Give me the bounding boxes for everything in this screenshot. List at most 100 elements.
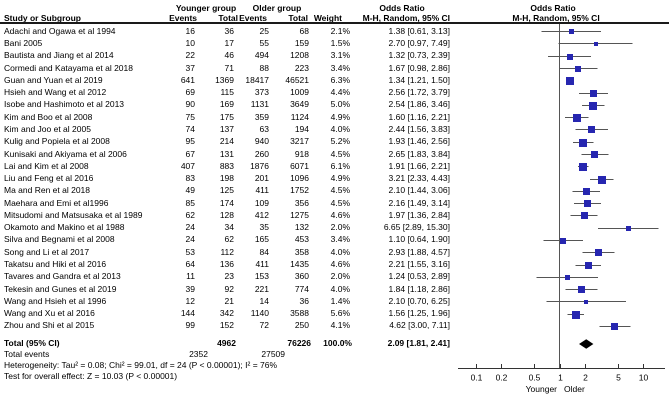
events-older-cell: 55 (259, 38, 269, 48)
or-ci-cell: 1.34 [1.21, 1.50] (388, 75, 450, 85)
events-older-cell: 63 (259, 124, 269, 134)
effect-square (595, 249, 602, 256)
total-younger-header: Total (218, 12, 238, 23)
or-ci-cell: 1.67 [0.98, 2.86] (388, 63, 450, 73)
total-younger-cell: 1369 (215, 75, 234, 85)
study-name: Tekesin and Gunes et al 2019 (4, 284, 117, 294)
axis-tick-label: 5 (616, 373, 621, 383)
events-older-cell: 35 (259, 222, 269, 232)
total-older-cell: 36 (299, 296, 309, 306)
study-name: Tavares and Gandra et al 2013 (4, 271, 121, 281)
total-younger-cell: 34 (224, 222, 234, 232)
effect-square (611, 323, 618, 330)
or-ci-cell: 1.84 [1.18, 2.86] (388, 284, 450, 294)
total-older-cell: 194 (294, 124, 309, 134)
events-older-cell: 1131 (250, 99, 269, 109)
weight-cell: 4.1% (330, 320, 350, 330)
study-name: Liu and Feng et al 2016 (4, 173, 94, 183)
events-younger-cell: 39 (185, 284, 195, 294)
events-younger-cell: 11 (186, 271, 195, 281)
events-younger-cell: 85 (185, 198, 195, 208)
weight-cell: 4.0% (330, 247, 350, 257)
total-events-younger: 2352 (189, 349, 208, 359)
events-younger-cell: 24 (185, 222, 195, 232)
effect-square (572, 311, 580, 319)
or-ci-cell: 6.65 [2.89, 15.30] (383, 222, 450, 232)
events-younger-cell: 95 (185, 136, 195, 146)
study-name: Wang and Xu et al 2016 (4, 308, 95, 318)
or-ci-cell: 2.10 [0.70, 6.25] (388, 296, 450, 306)
effect-square (585, 262, 592, 269)
weight-cell: 2.0% (330, 271, 350, 281)
weight-cell: 2.0% (330, 222, 350, 232)
or-ci-cell: 2.54 [1.86, 3.46] (388, 99, 450, 109)
weight-cell: 4.6% (330, 259, 350, 269)
effect-square (575, 66, 581, 72)
effect-square (565, 275, 570, 280)
events-younger-cell: 75 (185, 112, 195, 122)
total-younger-cell: 883 (219, 161, 234, 171)
or-ci-cell: 2.16 [1.49, 3.14] (388, 198, 450, 208)
study-name: Cormedi and Katayama et al 2018 (4, 63, 133, 73)
weight-cell: 4.9% (330, 112, 350, 122)
events-older-cell: 1140 (250, 308, 269, 318)
total-younger-cell: 36 (224, 26, 234, 36)
total-older-cell: 159 (294, 38, 309, 48)
effect-square (579, 139, 587, 147)
weight-cell: 6.3% (330, 75, 350, 85)
weight-cell: 5.0% (330, 99, 350, 109)
study-name: Kim and Joo et al 2005 (4, 124, 91, 134)
total-younger-cell: 131 (219, 149, 234, 159)
header-rule (0, 22, 669, 24)
total-row-label: Total (95% CI) (4, 338, 60, 348)
effect-square (591, 151, 598, 158)
study-name: Bautista and Jiang et al 2014 (4, 50, 114, 60)
total-older-cell: 132 (294, 222, 309, 232)
events-older-cell: 88 (259, 63, 269, 73)
study-name: Kulig and Popiela et al 2008 (4, 136, 110, 146)
events-older-cell: 72 (259, 320, 269, 330)
total-older-cell: 356 (294, 198, 309, 208)
total-younger-cell: 17 (224, 38, 234, 48)
effect-square (626, 226, 631, 231)
weight-cell: 1.4% (330, 296, 350, 306)
weight-cell: 3.4% (330, 234, 350, 244)
study-name: Mitsudomi and Matsusaka et al 1989 (4, 210, 143, 220)
weight-cell: 3.1% (330, 50, 350, 60)
total-older-cell: 1435 (290, 259, 309, 269)
effect-square (566, 77, 574, 85)
or-ci-cell: 2.56 [1.72, 3.79] (388, 87, 450, 97)
total-younger-cell: 46 (224, 50, 234, 60)
events-older-cell: 373 (254, 87, 269, 97)
axis-tick-label: 10 (639, 373, 649, 383)
effect-square (569, 29, 574, 34)
effect-square (560, 238, 566, 244)
weight-cell: 4.5% (330, 149, 350, 159)
favours-younger-label: Younger (525, 384, 557, 394)
column-group-older: Older group (252, 3, 302, 13)
total-older-value: 76226 (287, 338, 311, 348)
effect-square (567, 54, 573, 60)
events-older-cell: 165 (254, 234, 269, 244)
or-ci-cell: 2.70 [0.97, 7.49] (388, 38, 450, 48)
study-name: Ma and Ren et al 2018 (4, 185, 91, 195)
total-older-cell: 453 (294, 234, 309, 244)
events-older-cell: 1876 (250, 161, 269, 171)
effect-square (584, 200, 591, 207)
events-older-cell: 260 (254, 149, 269, 159)
heterogeneity-stats: Heterogeneity: Tau² = 0.08; Chi² = 99.01… (4, 359, 278, 370)
total-older-cell: 1208 (290, 50, 309, 60)
events-older-cell: 411 (255, 185, 269, 195)
events-older-cell: 940 (254, 136, 269, 146)
method-ci-column-header: M-H, Random, 95% CI (362, 12, 450, 23)
total-weight-value: 100.0% (323, 338, 352, 348)
weight-cell: 4.0% (330, 124, 350, 134)
weight-cell: 1.5% (330, 38, 350, 48)
or-ci-cell: 1.38 [0.61, 3.13] (388, 26, 450, 36)
or-ci-cell: 2.44 [1.56, 3.83] (388, 124, 450, 134)
total-older-cell: 1096 (290, 173, 309, 183)
events-younger-cell: 144 (180, 308, 195, 318)
study-name: Hsieh and Wang et al 2012 (4, 87, 107, 97)
events-older-cell: 18417 (245, 75, 269, 85)
events-older-cell: 153 (254, 271, 269, 281)
